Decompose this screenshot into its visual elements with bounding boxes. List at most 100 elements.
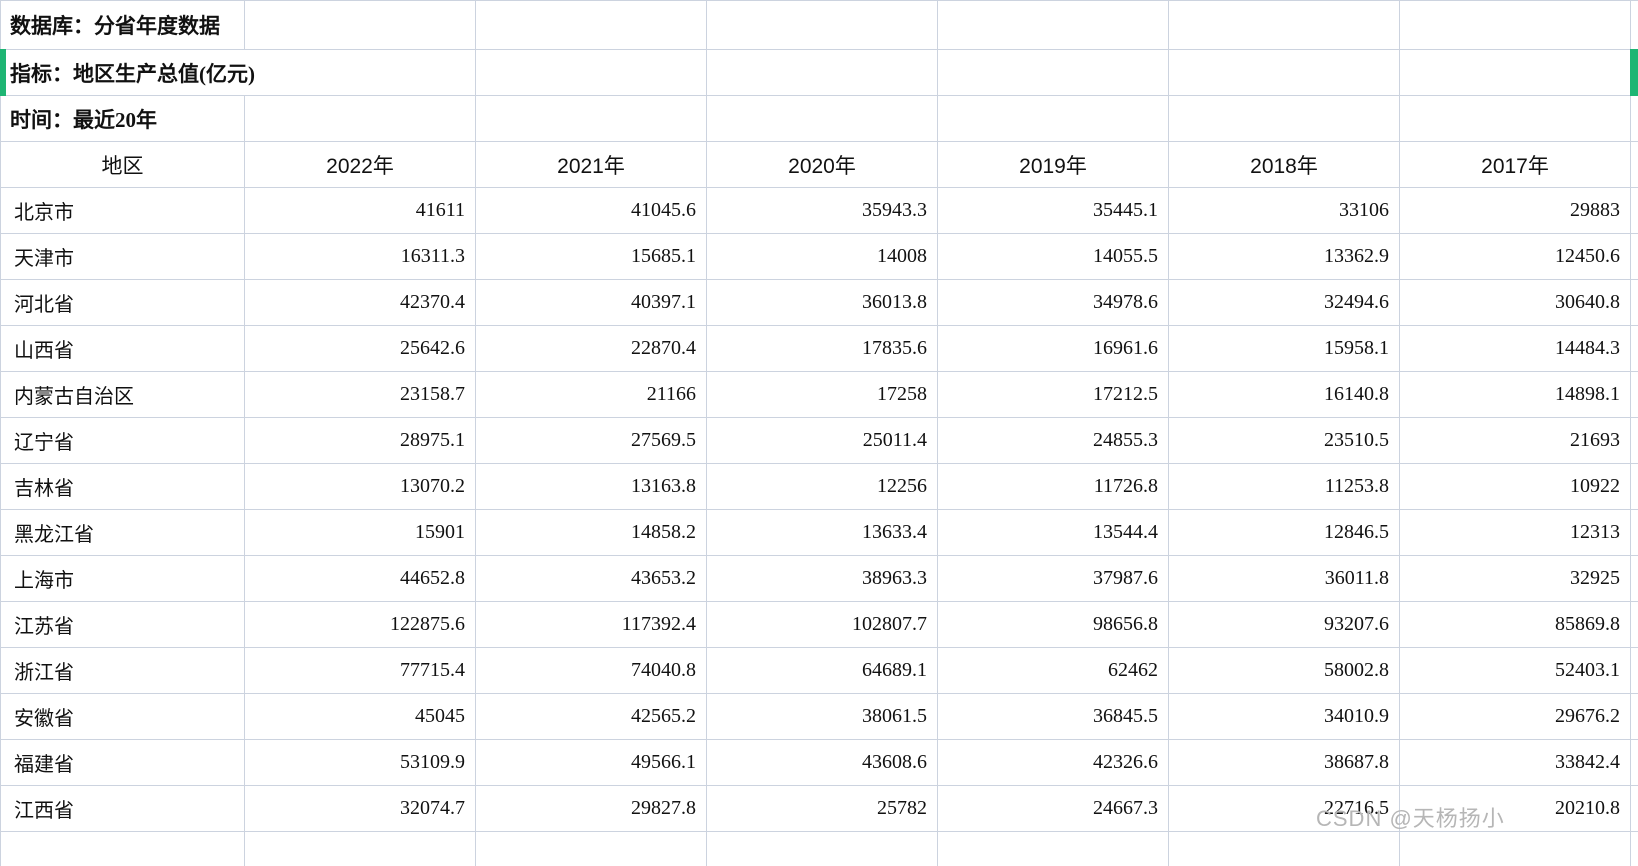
value-cell[interactable]: 36845.5 [938, 694, 1169, 740]
value-cell[interactable]: 13163.8 [476, 464, 707, 510]
region-cell[interactable]: 黑龙江省 [1, 510, 245, 556]
empty-cell[interactable] [245, 96, 476, 142]
empty-cell[interactable] [245, 1, 476, 50]
value-cell[interactable]: 17258 [707, 372, 938, 418]
value-cell[interactable]: 29827.8 [476, 786, 707, 832]
region-cell[interactable]: 浙江省 [1, 648, 245, 694]
value-cell[interactable]: 14858.2 [476, 510, 707, 556]
region-cell[interactable]: 上海市 [1, 556, 245, 602]
column-header-2022[interactable]: 2022年 [245, 142, 476, 188]
empty-cell[interactable] [938, 96, 1169, 142]
value-cell[interactable]: 41045.6 [476, 188, 707, 234]
empty-cell[interactable] [707, 1, 938, 50]
value-cell[interactable]: 37987.6 [938, 556, 1169, 602]
value-cell[interactable]: 32925 [1400, 556, 1631, 602]
value-cell[interactable]: 33106 [1169, 188, 1400, 234]
empty-cell[interactable] [1169, 50, 1400, 96]
value-cell[interactable]: 11726.8 [938, 464, 1169, 510]
column-header-region[interactable]: 地区 [1, 142, 245, 188]
value-cell[interactable]: 14484.3 [1400, 326, 1631, 372]
value-cell[interactable]: 20210.8 [1400, 786, 1631, 832]
empty-cell[interactable] [707, 50, 938, 96]
value-cell[interactable]: 13070.2 [245, 464, 476, 510]
empty-cell[interactable] [476, 50, 707, 96]
value-cell[interactable]: 36011.8 [1169, 556, 1400, 602]
value-cell[interactable]: 43608.6 [707, 740, 938, 786]
value-cell[interactable]: 32074.7 [245, 786, 476, 832]
empty-cell[interactable] [707, 832, 938, 866]
value-cell[interactable]: 64689.1 [707, 648, 938, 694]
value-cell[interactable]: 93207.6 [1169, 602, 1400, 648]
empty-cell[interactable] [938, 832, 1169, 866]
column-header-2020[interactable]: 2020年 [707, 142, 938, 188]
value-cell[interactable]: 25782 [707, 786, 938, 832]
value-cell[interactable]: 30640.8 [1400, 280, 1631, 326]
value-cell[interactable]: 74040.8 [476, 648, 707, 694]
value-cell[interactable]: 13633.4 [707, 510, 938, 556]
value-cell[interactable]: 41611 [245, 188, 476, 234]
value-cell[interactable]: 12450.6 [1400, 234, 1631, 280]
database-cell[interactable]: 数据库：分省年度数据 [1, 1, 245, 50]
value-cell[interactable]: 16961.6 [938, 326, 1169, 372]
value-cell[interactable]: 11253.8 [1169, 464, 1400, 510]
value-cell[interactable]: 42370.4 [245, 280, 476, 326]
value-cell[interactable]: 33842.4 [1400, 740, 1631, 786]
indicator-cell[interactable]: 指标：地区生产总值(亿元) [1, 50, 476, 96]
value-cell[interactable]: 21166 [476, 372, 707, 418]
empty-cell[interactable] [476, 96, 707, 142]
value-cell[interactable]: 102807.7 [707, 602, 938, 648]
value-cell[interactable]: 15958.1 [1169, 326, 1400, 372]
value-cell[interactable]: 62462 [938, 648, 1169, 694]
empty-cell[interactable] [938, 50, 1169, 96]
value-cell[interactable]: 85869.8 [1400, 602, 1631, 648]
region-cell[interactable]: 江西省 [1, 786, 245, 832]
value-cell[interactable]: 38963.3 [707, 556, 938, 602]
value-cell[interactable]: 35445.1 [938, 188, 1169, 234]
value-cell[interactable]: 35943.3 [707, 188, 938, 234]
value-cell[interactable]: 45045 [245, 694, 476, 740]
value-cell[interactable]: 38687.8 [1169, 740, 1400, 786]
empty-cell[interactable] [476, 832, 707, 866]
value-cell[interactable]: 34978.6 [938, 280, 1169, 326]
empty-cell[interactable] [938, 1, 1169, 50]
empty-cell[interactable] [1169, 832, 1400, 866]
region-cell[interactable]: 安徽省 [1, 694, 245, 740]
column-header-2021[interactable]: 2021年 [476, 142, 707, 188]
value-cell[interactable]: 36013.8 [707, 280, 938, 326]
empty-cell[interactable] [245, 832, 476, 866]
value-cell[interactable]: 42326.6 [938, 740, 1169, 786]
value-cell[interactable]: 44652.8 [245, 556, 476, 602]
empty-cell[interactable] [1400, 50, 1631, 96]
value-cell[interactable]: 122875.6 [245, 602, 476, 648]
value-cell[interactable]: 40397.1 [476, 280, 707, 326]
value-cell[interactable]: 16311.3 [245, 234, 476, 280]
region-cell[interactable]: 江苏省 [1, 602, 245, 648]
value-cell[interactable]: 22870.4 [476, 326, 707, 372]
value-cell[interactable]: 38061.5 [707, 694, 938, 740]
value-cell[interactable]: 16140.8 [1169, 372, 1400, 418]
value-cell[interactable]: 27569.5 [476, 418, 707, 464]
value-cell[interactable]: 25642.6 [245, 326, 476, 372]
value-cell[interactable]: 25011.4 [707, 418, 938, 464]
value-cell[interactable]: 117392.4 [476, 602, 707, 648]
value-cell[interactable]: 52403.1 [1400, 648, 1631, 694]
value-cell[interactable]: 22716.5 [1169, 786, 1400, 832]
value-cell[interactable]: 49566.1 [476, 740, 707, 786]
region-cell[interactable]: 辽宁省 [1, 418, 245, 464]
region-cell[interactable]: 福建省 [1, 740, 245, 786]
value-cell[interactable]: 13362.9 [1169, 234, 1400, 280]
value-cell[interactable]: 15685.1 [476, 234, 707, 280]
value-cell[interactable]: 53109.9 [245, 740, 476, 786]
region-cell[interactable]: 吉林省 [1, 464, 245, 510]
value-cell[interactable]: 17835.6 [707, 326, 938, 372]
value-cell[interactable]: 12313 [1400, 510, 1631, 556]
value-cell[interactable]: 12846.5 [1169, 510, 1400, 556]
empty-cell[interactable] [1, 832, 245, 866]
value-cell[interactable]: 98656.8 [938, 602, 1169, 648]
time-cell[interactable]: 时间：最近20年 [1, 96, 245, 142]
value-cell[interactable]: 14055.5 [938, 234, 1169, 280]
value-cell[interactable]: 10922 [1400, 464, 1631, 510]
value-cell[interactable]: 32494.6 [1169, 280, 1400, 326]
value-cell[interactable]: 13544.4 [938, 510, 1169, 556]
empty-cell[interactable] [1400, 1, 1631, 50]
